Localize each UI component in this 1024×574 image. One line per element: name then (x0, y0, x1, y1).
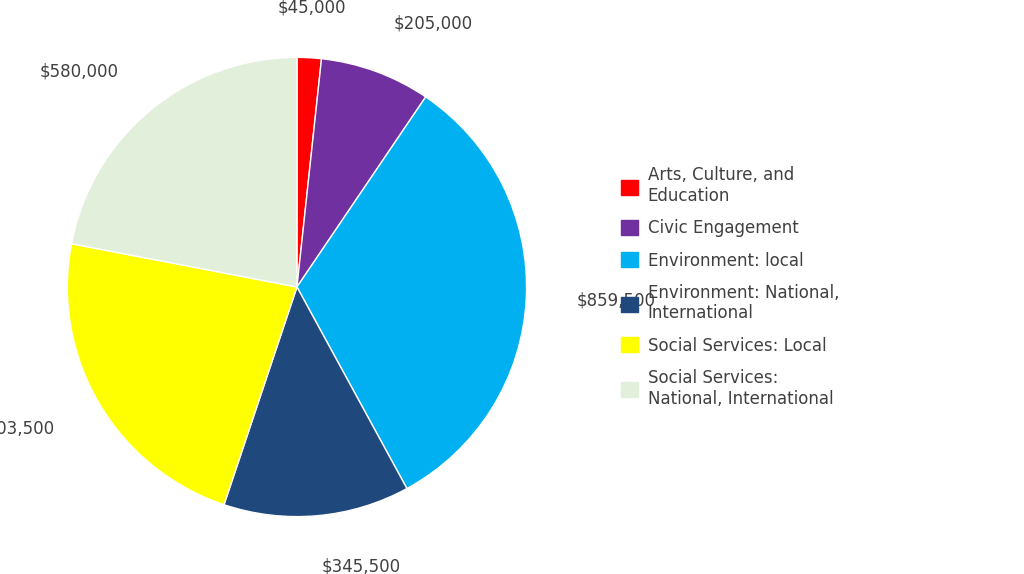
Wedge shape (297, 57, 322, 287)
Wedge shape (72, 57, 297, 287)
Text: $859,500: $859,500 (577, 292, 655, 309)
Wedge shape (68, 244, 297, 505)
Text: $603,500: $603,500 (0, 420, 55, 437)
Wedge shape (297, 59, 426, 287)
Text: $345,500: $345,500 (322, 557, 400, 574)
Text: $205,000: $205,000 (393, 15, 472, 33)
Wedge shape (224, 287, 407, 517)
Wedge shape (297, 97, 526, 488)
Text: $45,000: $45,000 (278, 0, 346, 16)
Legend: Arts, Culture, and
Education, Civic Engagement, Environment: local, Environment:: Arts, Culture, and Education, Civic Enga… (621, 166, 839, 408)
Text: $580,000: $580,000 (40, 62, 119, 80)
